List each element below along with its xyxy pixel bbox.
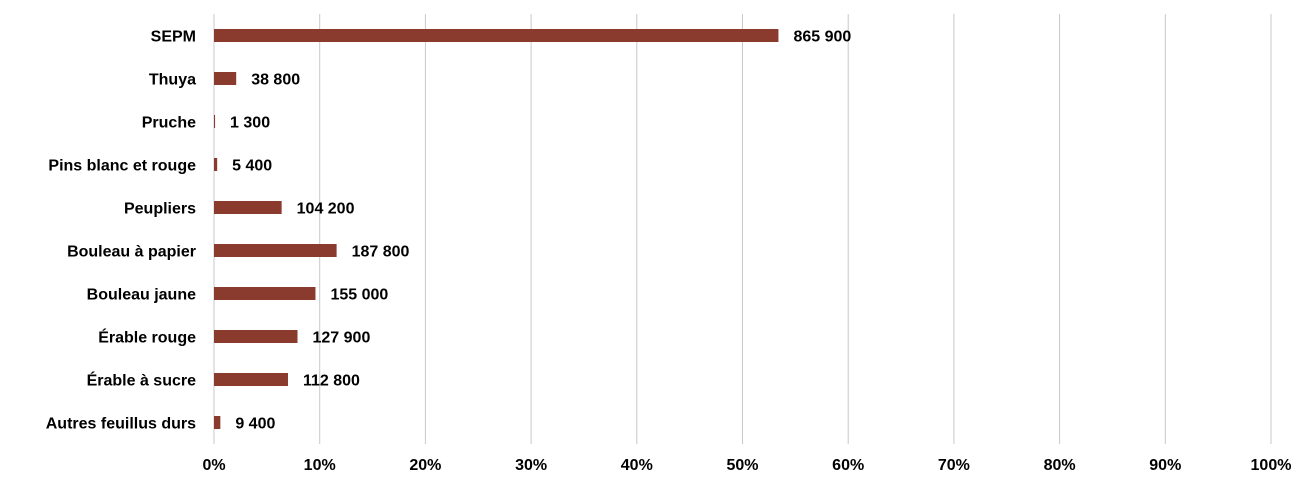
category-label: Bouleau jaune	[87, 287, 196, 304]
data-label: 155 000	[330, 287, 388, 304]
category-label: Pins blanc et rouge	[48, 158, 196, 175]
category-label: Autres feuillus durs	[46, 416, 196, 433]
category-label: SEPM	[151, 29, 196, 46]
data-label: 5 400	[232, 158, 272, 175]
data-label: 104 200	[297, 201, 355, 218]
bar	[214, 201, 282, 214]
data-label: 187 800	[352, 244, 410, 261]
gridlines	[213, 14, 1272, 444]
x-tick-label: 20%	[409, 457, 441, 474]
bar	[214, 416, 221, 429]
category-label: Peupliers	[124, 201, 196, 218]
bar	[214, 287, 316, 300]
x-tick-label: 90%	[1149, 457, 1181, 474]
data-label: 1 300	[230, 115, 270, 132]
x-tick-label: 50%	[726, 457, 758, 474]
category-label: Érable rouge	[98, 328, 196, 347]
data-label: 865 900	[793, 29, 851, 46]
x-tick-label: 80%	[1044, 457, 1076, 474]
data-label: 9 400	[235, 416, 275, 433]
x-tick-label: 60%	[832, 457, 864, 474]
bars	[214, 29, 779, 429]
bar	[214, 72, 237, 85]
bar	[214, 29, 779, 42]
bar	[214, 158, 218, 171]
category-label: Thuya	[149, 72, 196, 89]
bar	[214, 330, 298, 343]
x-tick-label: 40%	[621, 457, 653, 474]
x-axis-tick-labels: 0% 10% 20% 30% 40% 50% 60% 70% 80% 90% 100%	[202, 457, 1291, 474]
bar	[214, 373, 288, 386]
x-tick-label: 0%	[202, 457, 225, 474]
category-labels: SEPM Thuya Pruche Pins blanc et rouge Peupli…	[46, 29, 196, 433]
x-tick-label: 10%	[304, 457, 336, 474]
x-tick-label: 70%	[938, 457, 970, 474]
x-tick-label: 100%	[1251, 457, 1292, 474]
category-label: Pruche	[142, 115, 196, 132]
bar	[214, 244, 337, 257]
data-labels: 865 900 38 800 1 300 5 400 104 200 187 800 155…	[230, 29, 851, 433]
category-label: Bouleau à papier	[67, 244, 196, 261]
data-label: 38 800	[251, 72, 300, 89]
data-label: 112 800	[303, 373, 360, 390]
x-tick-label: 30%	[515, 457, 547, 474]
bar	[214, 115, 216, 128]
data-label: 127 900	[313, 330, 371, 347]
category-label: Érable à sucre	[87, 371, 197, 390]
